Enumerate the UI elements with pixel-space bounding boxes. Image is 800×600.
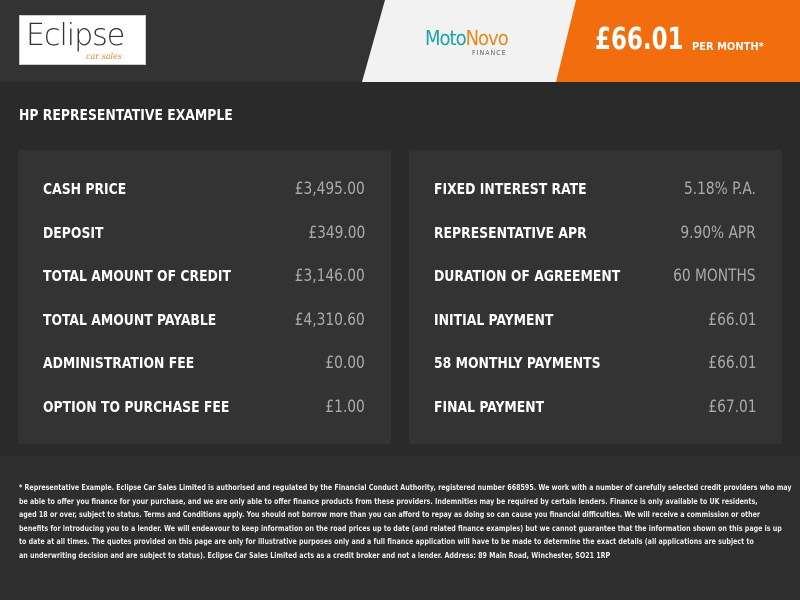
row-label: DURATION OF AGREEMENT	[434, 267, 621, 286]
row-label: ADMINISTRATION FEE	[43, 354, 195, 373]
row-value: £67.01	[707, 397, 756, 417]
row-value: 5.18% P.A.	[684, 179, 756, 199]
price-band	[556, 0, 800, 82]
brand-part-1: Moto	[425, 26, 467, 50]
row-value: 60 MONTHS	[673, 266, 756, 287]
header: Eclipse car sales MotoNovo FINANCE £66.0…	[0, 0, 800, 82]
logo-text: Eclipse	[26, 18, 125, 53]
disclaimer-line: to date at all times. The quotes provide…	[19, 536, 754, 546]
disclaimer-line: aged 18 or over, subject to status. Term…	[19, 509, 761, 519]
disclaimer-line: an underwriting decision and are subject…	[19, 549, 611, 560]
motonovo-sub: FINANCE	[472, 49, 507, 57]
row-value: £3,495.00	[294, 179, 365, 199]
finance-row: INITIAL PAYMENT £66.01	[409, 281, 782, 330]
finance-row: TOTAL AMOUNT PAYABLE £4,310.60	[18, 281, 391, 330]
row-label: 58 MONTHLY PAYMENTS	[434, 354, 601, 373]
row-value: £66.01	[707, 353, 756, 374]
finance-row: TOTAL AMOUNT OF CREDIT £3,146.00	[18, 237, 391, 286]
row-label: TOTAL AMOUNT OF CREDIT	[43, 267, 231, 286]
finance-row: ADMINISTRATION FEE £0.00	[18, 324, 391, 373]
monthly-price: £66.01	[595, 22, 684, 57]
per-month-label: PER MONTH*	[692, 40, 764, 53]
row-label: DEPOSIT	[43, 223, 104, 242]
disclaimer-line: * Representative Example. Eclipse Car Sa…	[19, 482, 792, 492]
finance-row: FIXED INTEREST RATE 5.18% P.A.	[409, 150, 782, 199]
finance-row: OPTION TO PURCHASE FEE £1.00	[18, 368, 391, 417]
finance-row: DEPOSIT £349.00	[18, 194, 391, 243]
disclaimer-line: be able to offer you finance for your pu…	[19, 495, 758, 506]
row-label: REPRESENTATIVE APR	[434, 223, 587, 242]
disclaimer: * Representative Example. Eclipse Car Sa…	[0, 456, 800, 600]
motonovo-logo: MotoNovo	[425, 26, 509, 50]
row-label: FIXED INTEREST RATE	[434, 180, 587, 198]
row-value: £349.00	[308, 222, 365, 243]
logo-sub: car sales	[86, 52, 122, 61]
left-finance-panel: CASH PRICE £3,495.00 DEPOSIT £349.00 TOTAL A…	[18, 150, 391, 444]
finance-row: 58 MONTHLY PAYMENTS £66.01	[409, 324, 782, 373]
right-finance-panel: FIXED INTEREST RATE 5.18% P.A. REPRESENTAT…	[409, 150, 782, 444]
row-value: 9.90% APR	[680, 222, 756, 243]
row-value: £66.01	[707, 309, 756, 330]
row-label: FINAL PAYMENT	[434, 398, 545, 416]
row-label: INITIAL PAYMENT	[434, 310, 554, 329]
row-label: TOTAL AMOUNT PAYABLE	[43, 310, 217, 329]
finance-row: DURATION OF AGREEMENT 60 MONTHS	[409, 237, 782, 286]
finance-row: CASH PRICE £3,495.00	[18, 150, 391, 199]
page-title: HP REPRESENTATIVE EXAMPLE	[19, 106, 233, 124]
row-value: £3,146.00	[294, 266, 365, 287]
row-label: OPTION TO PURCHASE FEE	[43, 398, 230, 416]
finance-row: FINAL PAYMENT £67.01	[409, 368, 782, 417]
row-value: £4,310.60	[294, 309, 365, 330]
disclaimer-line: benefits for introducing you to a lender…	[19, 522, 782, 533]
eclipse-logo[interactable]: Eclipse car sales	[19, 15, 146, 65]
row-value: £0.00	[325, 353, 365, 374]
brand-part-2: Novo	[465, 26, 509, 50]
row-label: CASH PRICE	[43, 180, 127, 198]
row-value: £1.00	[325, 397, 365, 417]
finance-row: REPRESENTATIVE APR 9.90% APR	[409, 194, 782, 243]
